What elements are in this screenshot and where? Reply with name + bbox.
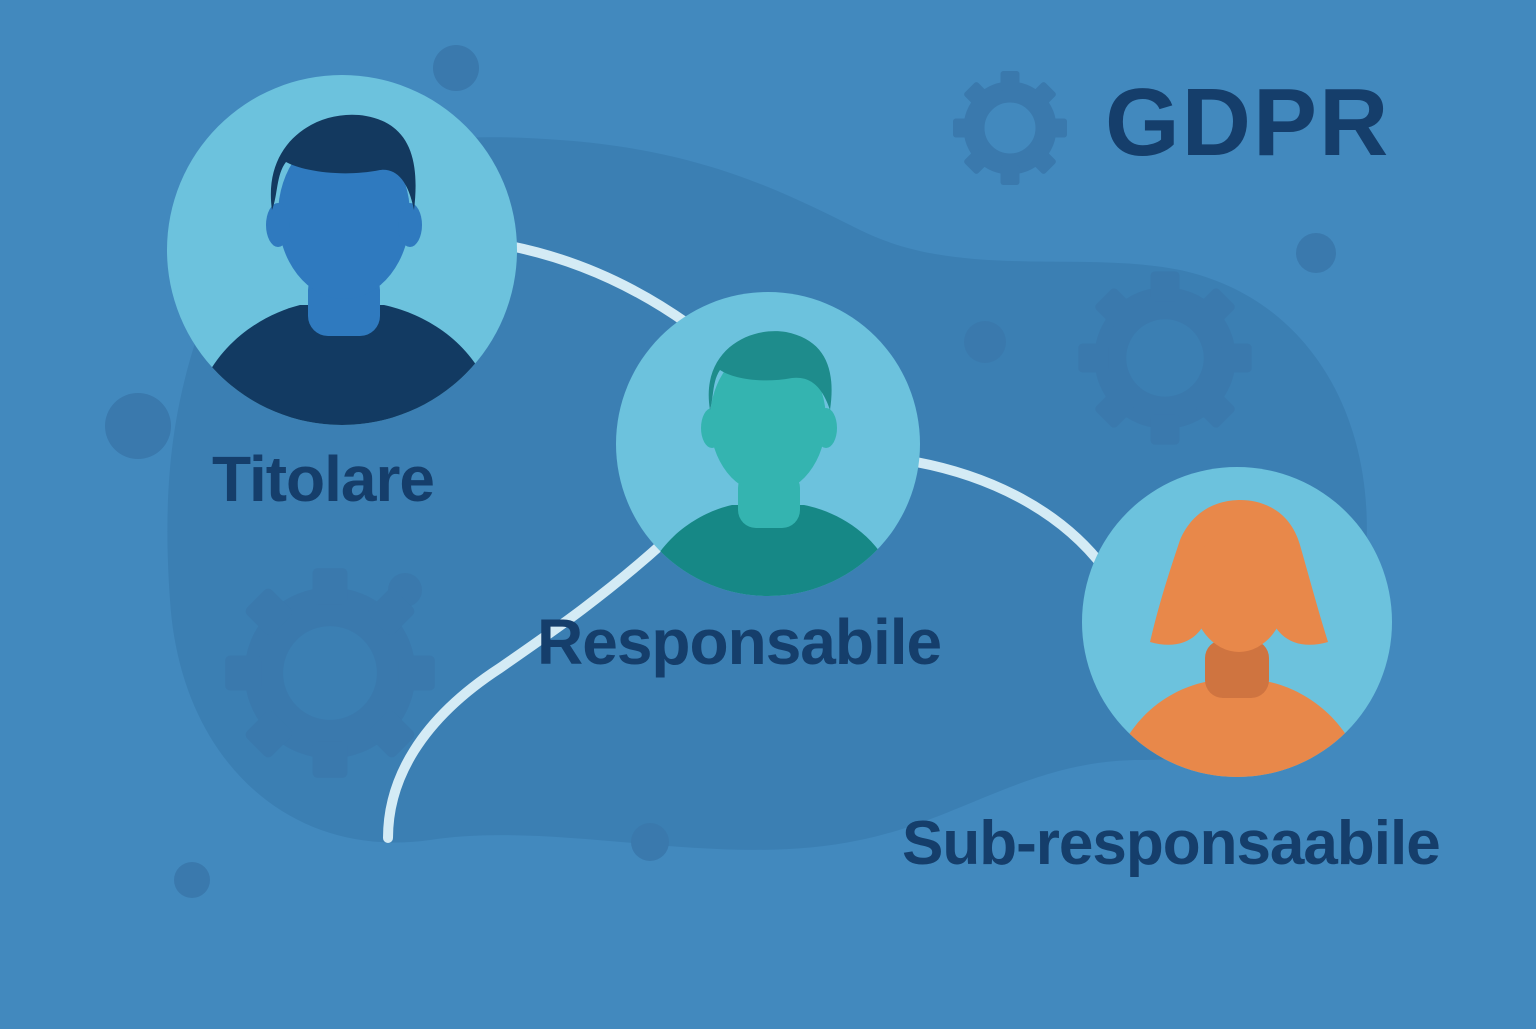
- role-label-sub-responsaabile: Sub-responsaabile: [902, 809, 1441, 878]
- gear-tooth: [1047, 118, 1067, 138]
- gear-tooth: [1095, 389, 1134, 428]
- gear-icon: [225, 568, 435, 778]
- gear-tooth: [964, 148, 990, 174]
- gear-tooth: [367, 710, 415, 758]
- decor-dot: [1296, 233, 1336, 273]
- gear-tooth: [225, 655, 262, 691]
- gear-ring: [1094, 287, 1236, 429]
- gear-tooth: [1095, 288, 1134, 327]
- connector-titolare-responsabile: [505, 241, 693, 329]
- gear-tooth: [1221, 343, 1252, 373]
- gear-tooth: [1030, 148, 1056, 174]
- gear-tooth: [1196, 389, 1235, 428]
- gear-tooth: [1196, 288, 1235, 327]
- decor-dot: [964, 321, 1006, 363]
- gear-tooth: [953, 118, 973, 138]
- gear-tooth: [1000, 71, 1020, 91]
- decor-dot: [105, 393, 171, 459]
- gear-ring: [244, 587, 416, 759]
- gear-tooth: [245, 710, 293, 758]
- gear-tooth: [312, 568, 348, 605]
- connector-responsabile-down: [383, 537, 669, 843]
- decor-dot: [631, 823, 669, 861]
- decor-dot: [174, 862, 210, 898]
- gear-tooth: [1078, 343, 1109, 373]
- gear-tooth: [1030, 82, 1056, 108]
- avatar-sub-responsaabile: [1082, 467, 1392, 777]
- role-label-titolare: Titolare: [212, 443, 435, 515]
- decor-dot: [433, 45, 479, 91]
- gear-tooth: [312, 741, 348, 778]
- avatar-responsabile: [616, 292, 920, 596]
- connector-responsabile-sub: [911, 457, 1109, 573]
- role-label-responsabile: Responsabile: [537, 606, 942, 678]
- page-title: GDPR: [1105, 69, 1391, 176]
- gear-icon: [953, 71, 1067, 185]
- gear-tooth: [1150, 414, 1180, 445]
- gear-tooth: [245, 588, 293, 636]
- gear-ring: [963, 81, 1057, 175]
- gear-tooth: [1150, 271, 1180, 302]
- gear-tooth: [964, 82, 990, 108]
- gear-tooth: [1000, 165, 1020, 185]
- gear-tooth: [398, 655, 435, 691]
- gear-tooth: [367, 588, 415, 636]
- gear-icon: [1078, 271, 1252, 445]
- avatar-titolare: [167, 75, 517, 425]
